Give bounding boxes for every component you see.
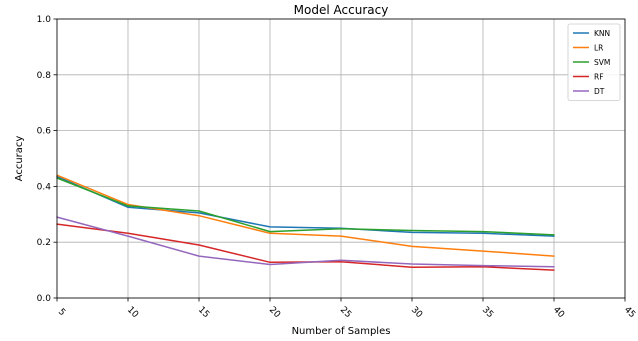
series-line-knn xyxy=(56,175,555,237)
legend-label-lr: LR xyxy=(594,43,603,52)
y-tick-label: 0.4 xyxy=(37,182,52,192)
y-tick-label: 0.2 xyxy=(37,238,51,248)
legend-label-rf: RF xyxy=(594,72,604,81)
legend-box xyxy=(567,23,621,101)
legend-label-dt: DT xyxy=(594,87,605,96)
x-tick-label: 5 xyxy=(56,307,67,318)
chart-legend: KNN LR SVM RF DT xyxy=(567,23,621,101)
legend-label-svm: SVM xyxy=(594,58,610,67)
series-layer xyxy=(56,174,555,271)
legend-label-knn: KNN xyxy=(594,29,610,38)
series-line-dt xyxy=(56,216,555,268)
x-axis-label: Number of Samples xyxy=(292,326,391,337)
y-tick-label: 0.0 xyxy=(37,294,52,304)
series-line-svm xyxy=(56,177,555,236)
y-tick-label: 0.6 xyxy=(37,127,52,137)
y-tick-label: 1.0 xyxy=(37,15,52,25)
y-tick-label: 0.8 xyxy=(37,71,52,81)
chart-title: Model Accuracy xyxy=(294,3,389,17)
y-axis-label: Accuracy xyxy=(14,136,25,182)
